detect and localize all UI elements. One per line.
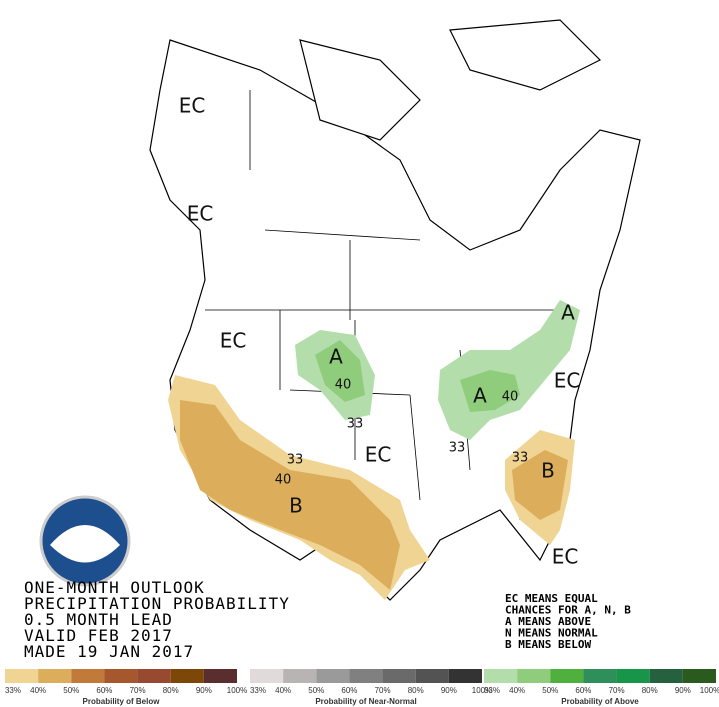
region-label: EC <box>179 94 206 118</box>
region-label: A <box>329 345 343 369</box>
title-line: PRECIPITATION PROBABILITY <box>24 594 290 613</box>
legend-swatch <box>38 669 72 683</box>
region-label: B <box>541 459 555 483</box>
above-40-e <box>460 370 520 412</box>
legend-label: 70% <box>130 686 146 695</box>
region-label: EC <box>220 329 247 353</box>
legend-swatch <box>5 669 39 683</box>
legend-swatch <box>517 669 551 683</box>
title-line: 0.5 MONTH LEAD <box>24 610 173 629</box>
legend-label: 40% <box>275 686 291 695</box>
legend-label: 100% <box>472 686 492 695</box>
legend-swatch <box>448 669 482 683</box>
map <box>39 19 641 601</box>
contour-label: 33 <box>347 417 364 432</box>
legend-swatch <box>382 669 416 683</box>
legend-label: 70% <box>375 686 391 695</box>
legend-swatch <box>71 669 105 683</box>
legend-swatch <box>104 669 138 683</box>
contour-label: 33 <box>512 451 529 466</box>
contour-label: 40 <box>275 473 292 488</box>
legend-label: 80% <box>642 686 658 695</box>
legend-swatch <box>415 669 449 683</box>
contour-label: 33 <box>287 453 304 468</box>
title-line: ONE-MONTH OUTLOOK <box>24 578 205 597</box>
title-line: VALID FEB 2017 <box>24 626 173 645</box>
legend-label: 60% <box>575 686 591 695</box>
note-line: B MEANS BELOW <box>505 638 591 651</box>
legend-label: 33% <box>250 686 266 695</box>
title-line: MADE 19 JAN 2017 <box>24 642 194 661</box>
legend-label: 80% <box>408 686 424 695</box>
legend-swatch <box>137 669 171 683</box>
legend-swatch <box>616 669 650 683</box>
legend-title: Probability of Near-Normal <box>315 697 416 706</box>
legend-label: 50% <box>308 686 324 695</box>
islands <box>299 19 602 141</box>
region-label: A <box>473 384 487 408</box>
legend-label: 80% <box>163 686 179 695</box>
above-40 <box>315 340 365 402</box>
contour-label: 40 <box>502 390 519 405</box>
region-label: EC <box>554 369 581 393</box>
legend-swatch <box>203 669 237 683</box>
note-line: CHANCES FOR A, N, B <box>505 604 631 617</box>
legend-label: 90% <box>196 686 212 695</box>
legends: 33% 40% 50% 60% 70% 80% 90% 100% Probability of … <box>5 669 719 706</box>
legend-label: 40% <box>30 686 46 695</box>
legend-swatch <box>583 669 617 683</box>
legend-swatch <box>550 669 584 683</box>
legend-label: 40% <box>509 686 525 695</box>
noaa-logo-wave <box>50 525 120 563</box>
legend-label: 90% <box>675 686 691 695</box>
note-line: A MEANS ABOVE <box>505 615 591 628</box>
legend-label: 50% <box>63 686 79 695</box>
contour-label: 40 <box>335 378 352 393</box>
region-label: EC <box>187 202 214 226</box>
legend-swatch <box>283 669 317 683</box>
legend-swatch <box>170 669 204 683</box>
legend-label: 100% <box>700 686 719 695</box>
legend-label: 60% <box>96 686 112 695</box>
region-label: B <box>289 494 303 518</box>
legend-swatch <box>250 669 284 683</box>
below-40-se <box>512 450 568 520</box>
legend-swatch <box>484 669 518 683</box>
legend-label: 70% <box>609 686 625 695</box>
legend-label: 100% <box>227 686 247 695</box>
below-40 <box>180 400 400 590</box>
legend-swatch <box>349 669 383 683</box>
legend-label: 60% <box>341 686 357 695</box>
contour-label: 33 <box>449 441 466 456</box>
map-labels: EC EC EC EC EC EC A A A B B 40 40 40 33 … <box>179 94 581 569</box>
legend-label: 90% <box>441 686 457 695</box>
note-line: EC MEANS EQUAL <box>505 592 598 605</box>
legend-label: 50% <box>542 686 558 695</box>
legend-label: 33% <box>5 686 21 695</box>
legend-title: Probability of Above <box>561 697 639 706</box>
legend-label: 33% <box>484 686 500 695</box>
region-label: A <box>561 301 575 325</box>
note-line: N MEANS NORMAL <box>505 627 598 640</box>
legend-title: Probability of Below <box>83 697 161 706</box>
legend-swatch <box>649 669 683 683</box>
legend-swatch <box>316 669 350 683</box>
region-label: EC <box>552 545 579 569</box>
legend-swatch <box>682 669 716 683</box>
region-label: EC <box>365 443 392 467</box>
